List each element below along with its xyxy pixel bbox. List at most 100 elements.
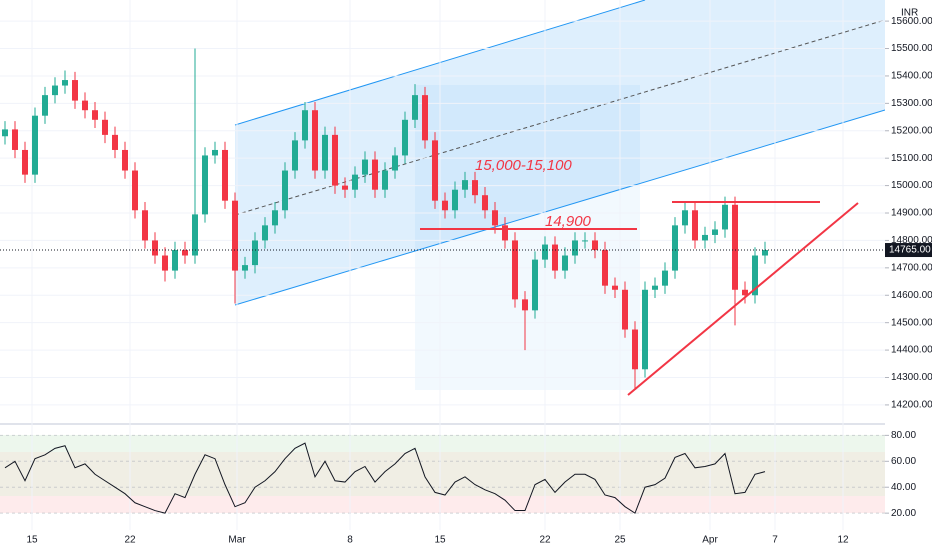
candle-body	[542, 244, 548, 260]
candle-body	[422, 95, 428, 141]
candle-body	[722, 204, 728, 230]
y-tick-label: 14300.00	[891, 372, 932, 383]
y-tick-label: 15400.00	[891, 71, 932, 82]
volume-profile-range	[415, 85, 640, 390]
candle-body	[252, 240, 258, 266]
candle-body	[32, 115, 38, 175]
candle-body	[112, 134, 118, 150]
candle-body	[132, 170, 138, 211]
candle-body	[372, 159, 378, 190]
candle-body	[672, 225, 678, 271]
y-tick-label: 14700.00	[891, 262, 932, 273]
candle-body	[612, 285, 618, 290]
x-tick-label: 8	[347, 535, 353, 546]
candle-body	[52, 85, 58, 96]
candle-body	[142, 210, 148, 241]
candle-body	[712, 229, 718, 235]
candle-body	[692, 210, 698, 241]
candle-body	[592, 240, 598, 251]
y-tick-label: 20.00	[891, 508, 916, 519]
candle-body	[642, 289, 648, 370]
y-tick-label: 80.00	[891, 430, 916, 441]
candle-body	[212, 149, 218, 156]
candle-body	[682, 210, 688, 226]
y-tick-label: 14800.00	[891, 235, 932, 246]
y-tick-label: 14400.00	[891, 345, 932, 356]
y-tick-label: 40.00	[891, 482, 916, 493]
candle-body	[502, 225, 508, 241]
candle-body	[292, 140, 298, 171]
candle-body	[202, 155, 208, 215]
pane-divider	[0, 423, 885, 425]
candle-body	[382, 170, 388, 190]
candle-body	[752, 255, 758, 296]
y-tick-label: 14600.00	[891, 290, 932, 301]
candle-body	[442, 200, 448, 211]
candle-body	[622, 289, 628, 330]
candle-body	[62, 80, 68, 86]
candle-body	[492, 210, 498, 226]
currency: INR	[901, 8, 918, 19]
candle-body	[122, 149, 128, 171]
candle-body	[732, 204, 738, 290]
x-tick-label: Apr	[702, 535, 718, 546]
price-axis	[885, 0, 932, 550]
candle-body	[2, 129, 8, 137]
candle-body	[322, 134, 328, 171]
y-tick-label: 15600.00	[891, 16, 932, 27]
axes: 14200.00 14300.00 14400.00 14500.00 14600.00…	[26, 16, 932, 546]
candle-body	[522, 299, 528, 311]
candle-body	[152, 240, 158, 256]
y-tick-label: 15000.00	[891, 180, 932, 191]
candle-body	[282, 170, 288, 211]
candle-body	[262, 225, 268, 241]
x-tick-label: Mar	[228, 535, 246, 546]
candle-body	[662, 270, 668, 286]
x-tick-label: 7	[772, 535, 778, 546]
candle-body	[632, 329, 638, 370]
x-tick-label: 22	[124, 535, 136, 546]
candle-body	[652, 285, 658, 290]
candle-body	[532, 259, 538, 311]
candle-body	[92, 110, 98, 120]
candle-body	[42, 95, 48, 116]
candle-body	[272, 210, 278, 226]
rsi-oversold-band	[0, 496, 885, 513]
candle-body	[572, 240, 578, 256]
candle-body	[102, 119, 108, 135]
y-tick-label: 14900.00	[891, 208, 932, 219]
candle-body	[82, 100, 88, 111]
x-tick-label: 25	[614, 535, 626, 546]
candle-body	[362, 159, 368, 175]
candle-body	[402, 119, 408, 156]
candle-body	[162, 255, 168, 271]
candle-body	[602, 250, 608, 286]
rsi-pane	[0, 425, 885, 530]
candle-body	[242, 265, 248, 271]
candle-body	[72, 80, 78, 101]
candle-body	[462, 180, 468, 190]
annotation: 15,000-15,100	[475, 157, 572, 174]
y-tick-label: 15500.00	[891, 43, 932, 54]
candle-body	[482, 195, 488, 211]
candle-body	[232, 200, 238, 271]
y-tick-label: 14500.00	[891, 317, 932, 328]
y-tick-label: 15300.00	[891, 98, 932, 109]
trend-line	[627, 202, 859, 396]
candle-body	[412, 95, 418, 120]
candle-body	[222, 149, 228, 201]
candle-body	[312, 110, 318, 171]
candle-body	[352, 174, 358, 190]
x-tick-label: 22	[539, 535, 551, 546]
x-tick-label: 12	[837, 535, 849, 546]
candle-body	[12, 129, 18, 150]
candle-body	[332, 134, 338, 186]
candle-body	[512, 240, 518, 300]
channel-mid	[234, 19, 886, 216]
candle-body	[582, 240, 588, 242]
candle-body	[742, 289, 748, 296]
candle-body	[302, 110, 308, 141]
y-tick-label: 60.00	[891, 456, 916, 467]
candle-body	[432, 140, 438, 201]
